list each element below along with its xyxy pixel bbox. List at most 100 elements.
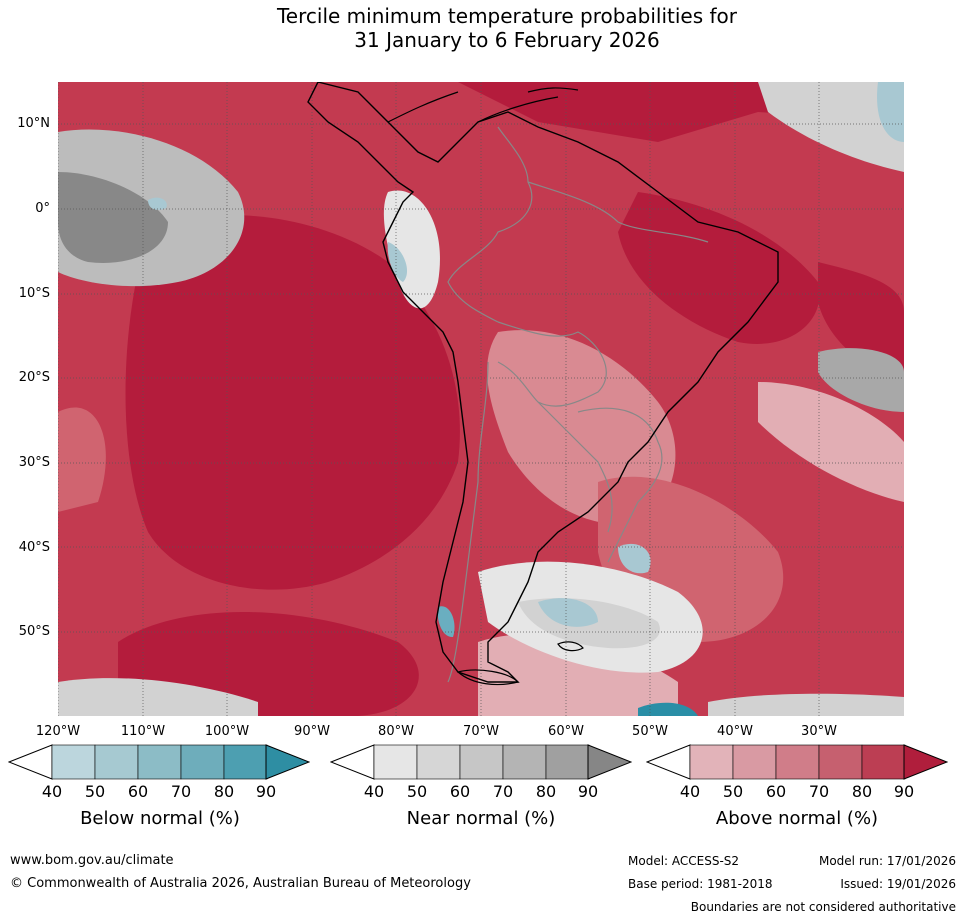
- field-below-70-chile: [437, 606, 455, 638]
- falkland-islands: [557, 641, 584, 652]
- tick-near-40: 40: [363, 782, 385, 801]
- colorbar-below-normal: [8, 744, 310, 780]
- website-link[interactable]: www.bom.gov.au/climate: [10, 853, 174, 868]
- field-below-50-peru: [387, 242, 408, 282]
- lon-label-70w: 70°W: [463, 724, 499, 739]
- colorbar-below-title: Below normal (%): [80, 808, 240, 829]
- colorbar-below-swatch: [223, 744, 268, 780]
- model-text: Model: ACCESS-S2: [628, 854, 740, 868]
- lon-label-100w: 100°W: [204, 724, 250, 739]
- colorbar-below-white-cap: [8, 744, 53, 780]
- colorbar-above-title: Above normal (%): [715, 808, 879, 829]
- colorbar-near-swatch: [416, 744, 461, 780]
- tick-near-60: 60: [449, 782, 471, 801]
- colorbar-near-swatch: [459, 744, 504, 780]
- lat-label-0: 0°: [35, 201, 50, 216]
- colorbar-near-normal: [330, 744, 632, 780]
- field-above-90-east: [818, 262, 904, 382]
- title-line-1: Tercile minimum temperature probabilitie…: [276, 4, 738, 28]
- lon-label-120w: 120°W: [35, 724, 81, 739]
- colorbar-near-swatch: [502, 744, 547, 780]
- colorbar-below-swatch: [51, 744, 96, 780]
- colorbar-near-swatch: [545, 744, 590, 780]
- south-america-coastline: [307, 82, 779, 683]
- tierra-del-fuego: [456, 669, 520, 686]
- colorbar-below-swatch: [94, 744, 139, 780]
- tick-below-90: 90: [255, 782, 277, 801]
- field-above-50-patagonia: [478, 634, 678, 716]
- map-canvas: [58, 82, 904, 716]
- issued-text: Issued: 19/01/2026: [840, 877, 956, 891]
- lon-label-60w: 60°W: [548, 724, 584, 739]
- colorbar-above-white-cap: [646, 744, 691, 780]
- colorbar-near-white-cap: [330, 744, 375, 780]
- colorbar-above-swatches: [689, 744, 906, 780]
- tick-near-90: 90: [577, 782, 599, 801]
- country-borders: [447, 126, 709, 683]
- probability-map: [58, 82, 904, 716]
- copyright-text: © Commonwealth of Australia 2026, Austra…: [10, 876, 471, 891]
- lon-label-40w: 40°W: [717, 724, 753, 739]
- tick-above-40: 40: [679, 782, 701, 801]
- lon-label-90w: 90°W: [294, 724, 330, 739]
- lat-label-10n: 10°N: [17, 116, 50, 131]
- colorbar-near-swatches: [373, 744, 590, 780]
- field-near-80-eastpacific: [58, 172, 168, 263]
- colorbar-near-arrow: [587, 744, 632, 780]
- field-above-90-pacific: [125, 215, 460, 590]
- lat-label-30s: 30°S: [18, 455, 50, 470]
- colorbar-below-swatches: [51, 744, 268, 780]
- colorbar-above-arrow: [903, 744, 948, 780]
- field-above-60-interior: [487, 330, 676, 524]
- colorbar-near-swatch: [373, 744, 418, 780]
- field-below-90-south: [638, 702, 698, 716]
- colorbar-near-title: Near normal (%): [406, 808, 556, 829]
- field-below-50-northeast: [877, 82, 904, 142]
- field-near-50-southwest: [58, 678, 258, 716]
- tick-below-60: 60: [127, 782, 149, 801]
- field-near-40-andes: [383, 190, 440, 309]
- caribbean-coastline: [387, 87, 579, 123]
- tick-near-50: 50: [406, 782, 428, 801]
- tick-above-60: 60: [765, 782, 787, 801]
- tick-below-70: 70: [170, 782, 192, 801]
- lon-label-50w: 50°W: [632, 724, 668, 739]
- graticule: [58, 82, 904, 716]
- field-below-50-argentina: [538, 598, 598, 627]
- tick-above-90: 90: [893, 782, 915, 801]
- field-near-50-northeast: [758, 82, 904, 172]
- tick-near-70: 70: [492, 782, 514, 801]
- lat-label-20s: 20°S: [18, 370, 50, 385]
- tick-below-50: 50: [84, 782, 106, 801]
- field-above-90-north: [58, 82, 904, 142]
- colorbar-above-swatch: [689, 744, 734, 780]
- base-period-text: Base period: 1981-2018: [628, 877, 773, 891]
- model-run-text: Model run: 17/01/2026: [818, 854, 956, 868]
- tick-below-40: 40: [41, 782, 63, 801]
- tick-near-80: 80: [535, 782, 557, 801]
- field-near-70-east: [818, 348, 904, 412]
- field-above-90-brazil: [618, 192, 820, 344]
- colorbar-above-normal: [646, 744, 948, 780]
- colorbar-above-swatch: [775, 744, 820, 780]
- disclaimer-text: Boundaries are not considered authoritat…: [690, 900, 956, 914]
- map-title: Tercile minimum temperature probabilitie…: [0, 4, 965, 52]
- tick-below-80: 80: [213, 782, 235, 801]
- field-above-70-west: [58, 407, 106, 512]
- colorbar-below-swatch: [137, 744, 182, 780]
- lon-label-110w: 110°W: [120, 724, 166, 739]
- colorbar-below-swatch: [180, 744, 225, 780]
- tick-above-80: 80: [851, 782, 873, 801]
- tick-above-50: 50: [722, 782, 744, 801]
- colorbar-below-arrow: [265, 744, 310, 780]
- lat-label-50s: 50°S: [18, 624, 50, 639]
- lat-label-40s: 40°S: [18, 540, 50, 555]
- colorbar-above-swatch: [861, 744, 906, 780]
- field-below-50-pacific: [148, 197, 167, 210]
- lon-label-30w: 30°W: [801, 724, 837, 739]
- field-near-50-southeast: [708, 693, 904, 716]
- colorbar-above-swatch: [732, 744, 777, 780]
- lon-label-80w: 80°W: [378, 724, 414, 739]
- field-below-50-atlantic: [618, 543, 651, 574]
- title-line-2: 31 January to 6 February 2026: [354, 28, 660, 52]
